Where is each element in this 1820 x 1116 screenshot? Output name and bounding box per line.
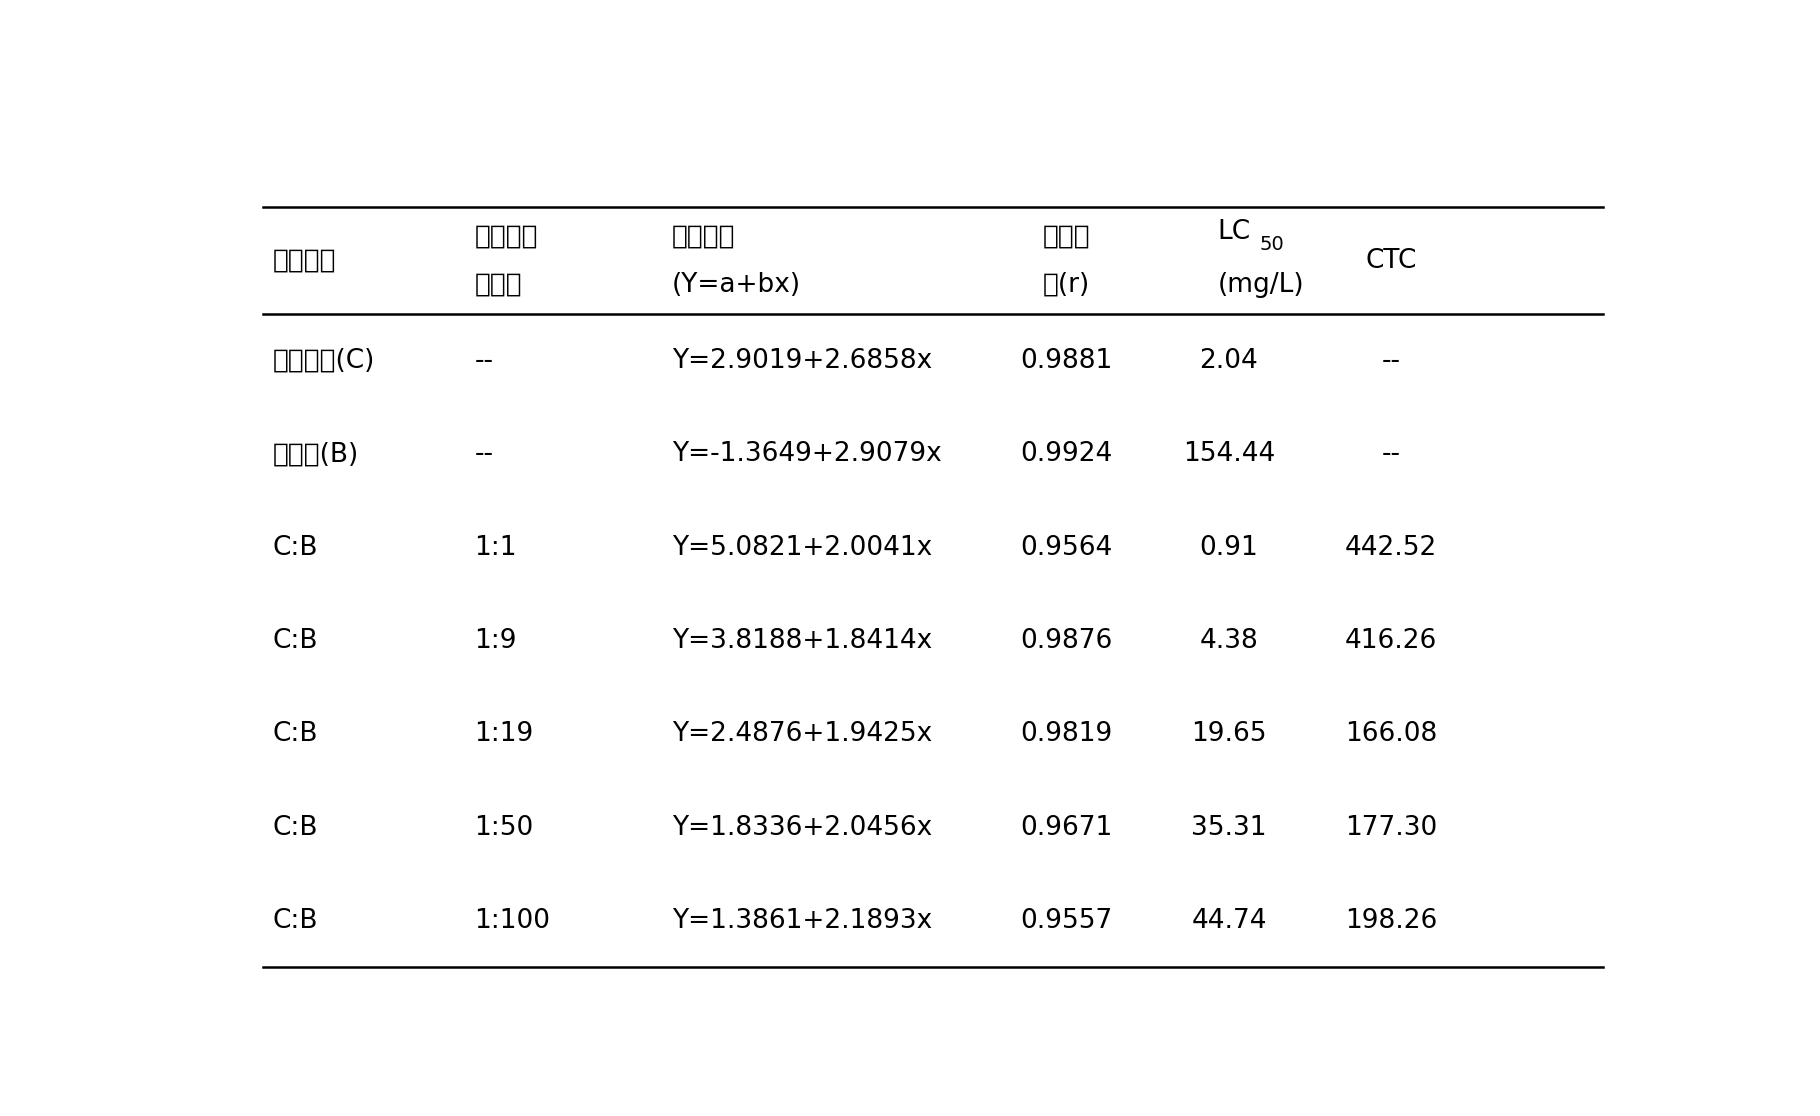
Text: 0.9819: 0.9819 — [1021, 721, 1112, 748]
Text: 4.38: 4.38 — [1199, 628, 1258, 654]
Text: 19.65: 19.65 — [1192, 721, 1267, 748]
Text: 1:19: 1:19 — [475, 721, 533, 748]
Text: 177.30: 177.30 — [1345, 815, 1438, 840]
Text: 35.31: 35.31 — [1192, 815, 1267, 840]
Text: 重量比: 重量比 — [475, 271, 522, 298]
Text: --: -- — [1381, 348, 1401, 374]
Text: Y=3.8188+1.8414x: Y=3.8188+1.8414x — [672, 628, 932, 654]
Text: (Y=a+bx): (Y=a+bx) — [672, 271, 801, 298]
Text: 44.74: 44.74 — [1192, 907, 1267, 934]
Text: 1:1: 1:1 — [475, 535, 517, 560]
Text: 氯虫酰胺(C): 氯虫酰胺(C) — [273, 348, 375, 374]
Text: 供试药剂: 供试药剂 — [273, 248, 337, 273]
Text: LC: LC — [1218, 220, 1250, 246]
Text: 1:100: 1:100 — [475, 907, 550, 934]
Text: 154.44: 154.44 — [1183, 441, 1276, 468]
Text: C:B: C:B — [273, 535, 318, 560]
Text: 1:9: 1:9 — [475, 628, 517, 654]
Text: 0.9671: 0.9671 — [1021, 815, 1112, 840]
Text: 回归方程: 回归方程 — [672, 223, 735, 250]
Text: 数(r): 数(r) — [1043, 271, 1090, 298]
Text: Y=1.3861+2.1893x: Y=1.3861+2.1893x — [672, 907, 932, 934]
Text: Y=2.9019+2.6858x: Y=2.9019+2.6858x — [672, 348, 932, 374]
Text: 0.9924: 0.9924 — [1021, 441, 1112, 468]
Text: 0.9564: 0.9564 — [1021, 535, 1112, 560]
Text: --: -- — [1381, 441, 1401, 468]
Text: 0.91: 0.91 — [1199, 535, 1258, 560]
Text: 416.26: 416.26 — [1345, 628, 1438, 654]
Text: 0.9881: 0.9881 — [1021, 348, 1112, 374]
Text: 0.9557: 0.9557 — [1021, 907, 1112, 934]
Text: 杀虫单(B): 杀虫单(B) — [273, 441, 359, 468]
Text: 相关系: 相关系 — [1043, 223, 1090, 250]
Text: 50: 50 — [1259, 234, 1285, 253]
Text: 0.9876: 0.9876 — [1021, 628, 1112, 654]
Text: --: -- — [475, 441, 493, 468]
Text: 1:50: 1:50 — [475, 815, 533, 840]
Text: 2.04: 2.04 — [1199, 348, 1258, 374]
Text: 198.26: 198.26 — [1345, 907, 1438, 934]
Text: Y=-1.3649+2.9079x: Y=-1.3649+2.9079x — [672, 441, 941, 468]
Text: Y=2.4876+1.9425x: Y=2.4876+1.9425x — [672, 721, 932, 748]
Text: 442.52: 442.52 — [1345, 535, 1438, 560]
Text: C:B: C:B — [273, 907, 318, 934]
Text: 166.08: 166.08 — [1345, 721, 1438, 748]
Text: C:B: C:B — [273, 815, 318, 840]
Text: Y=5.0821+2.0041x: Y=5.0821+2.0041x — [672, 535, 932, 560]
Text: 有效成分: 有效成分 — [475, 223, 539, 250]
Text: (mg/L): (mg/L) — [1218, 271, 1305, 298]
Text: CTC: CTC — [1365, 248, 1416, 273]
Text: C:B: C:B — [273, 721, 318, 748]
Text: Y=1.8336+2.0456x: Y=1.8336+2.0456x — [672, 815, 932, 840]
Text: C:B: C:B — [273, 628, 318, 654]
Text: --: -- — [475, 348, 493, 374]
